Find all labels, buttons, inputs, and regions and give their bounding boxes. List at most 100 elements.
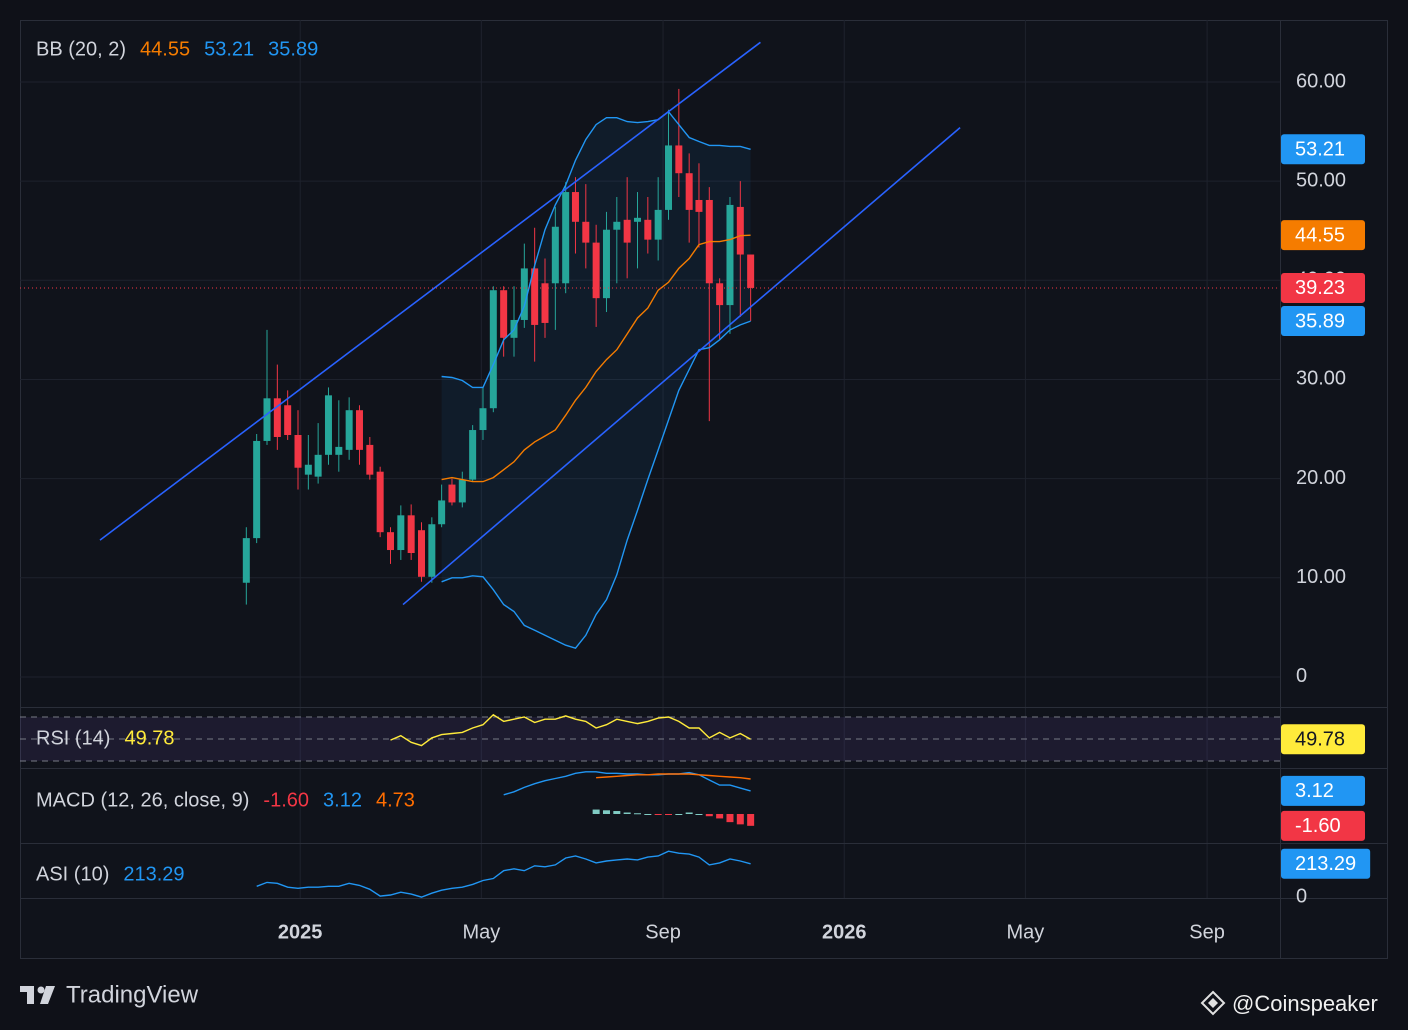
candle-body xyxy=(675,145,683,174)
indicator-line xyxy=(441,110,751,389)
price-badge xyxy=(1281,724,1365,755)
candle-body xyxy=(716,283,724,306)
candle-body xyxy=(458,479,466,503)
x-tick-label: May xyxy=(1006,921,1044,943)
x-tick-label: May xyxy=(462,921,500,943)
candle-body xyxy=(294,434,302,468)
histogram-bar xyxy=(592,809,600,814)
candle-body xyxy=(685,173,693,210)
candle-body xyxy=(644,219,652,240)
candle-body xyxy=(355,410,363,450)
candle-body xyxy=(602,229,610,299)
histogram-bar xyxy=(705,813,713,817)
y-tick-label: 60.00 xyxy=(1296,70,1346,92)
price-badge xyxy=(1281,306,1365,337)
candle-body xyxy=(562,192,570,284)
candle-body xyxy=(376,471,384,533)
trend-line xyxy=(402,126,961,606)
x-tick-label: 2025 xyxy=(278,921,323,943)
watermark: @Coinspeaker xyxy=(1200,990,1378,1016)
price-badge xyxy=(1281,848,1371,879)
brand: TradingView xyxy=(66,981,199,1008)
rsi-pane xyxy=(20,713,1280,762)
y-tick-label: 0 xyxy=(1296,885,1307,907)
price-badge-label: 49.78 xyxy=(1295,729,1345,751)
price-badge xyxy=(1281,272,1365,303)
indicator-title: MACD (12, 26, close, 9) xyxy=(36,789,249,811)
histogram-bar xyxy=(675,813,683,815)
indicator-line xyxy=(441,320,751,650)
logo-shape xyxy=(27,986,34,1004)
candle-body xyxy=(695,199,703,212)
candle-body xyxy=(438,500,446,525)
y-tick-label: 10.00 xyxy=(1296,566,1346,588)
candle-body xyxy=(531,268,539,325)
histogram-bar xyxy=(726,813,734,823)
candle-body xyxy=(397,515,405,551)
histogram-bar xyxy=(695,813,703,815)
x-tick-label: 2026 xyxy=(822,921,867,943)
indicator-value: 44.55 xyxy=(140,38,190,60)
logo-shape xyxy=(37,986,45,994)
candle-body xyxy=(623,219,631,243)
indicator-title: RSI (14) xyxy=(36,727,110,749)
indicator-line xyxy=(256,850,751,898)
candle-body xyxy=(541,283,549,323)
price-badge-label: 44.55 xyxy=(1295,224,1345,246)
y-tick-label: 30.00 xyxy=(1296,368,1346,390)
indicator-line xyxy=(441,234,751,483)
candle-body xyxy=(582,221,590,243)
price-badge-label: 213.29 xyxy=(1295,853,1356,875)
candle-body xyxy=(284,405,292,435)
macd-pane xyxy=(503,771,755,826)
candle-body xyxy=(571,192,579,222)
candle-body xyxy=(448,484,456,503)
candle-body xyxy=(747,254,755,288)
histogram-bar xyxy=(613,811,621,814)
candle-body xyxy=(469,430,477,480)
y-tick-label: 50.00 xyxy=(1296,169,1346,191)
candle-body xyxy=(273,398,281,437)
price-badge-label: 3.12 xyxy=(1295,780,1334,802)
histogram-bar xyxy=(736,813,744,825)
indicator-line xyxy=(390,713,751,747)
indicator-line xyxy=(596,773,751,780)
candle-body xyxy=(551,226,559,284)
candle-body xyxy=(479,408,487,431)
candle-body xyxy=(592,242,600,299)
band-fill xyxy=(441,111,751,649)
price-badge-label: -1.60 xyxy=(1295,815,1341,837)
candle-body xyxy=(613,221,621,230)
candle-body xyxy=(263,398,271,441)
x-tick-label: Sep xyxy=(645,921,681,943)
watermark-icon xyxy=(1200,990,1226,1016)
candle-body xyxy=(407,515,415,554)
candle-body xyxy=(500,290,508,338)
candle-body xyxy=(726,204,734,306)
histogram-bar xyxy=(654,813,662,815)
indicator-value: 49.78 xyxy=(124,727,174,749)
candle-body xyxy=(304,464,312,475)
logo-shape xyxy=(40,986,55,1004)
indicator-value: -1.60 xyxy=(263,789,309,811)
candle-body xyxy=(386,532,394,551)
indicator-value: 3.12 xyxy=(323,789,362,811)
price-badge xyxy=(1281,134,1365,165)
candle-body xyxy=(736,206,744,255)
price-badge-label: 53.21 xyxy=(1295,139,1345,161)
trend-line xyxy=(99,41,761,541)
indicator-value: 35.89 xyxy=(268,38,318,60)
x-tick-label: Sep xyxy=(1189,921,1225,943)
candle-body xyxy=(242,538,250,583)
histogram-bar xyxy=(644,813,652,815)
histogram-bar xyxy=(633,813,641,815)
candle-body xyxy=(253,440,261,539)
candle-body xyxy=(345,410,353,450)
candle-body xyxy=(520,268,528,320)
histogram-bar xyxy=(664,813,672,815)
candle-body xyxy=(489,290,497,409)
indicator-title: BB (20, 2) xyxy=(36,38,126,60)
y-tick-label: 0 xyxy=(1296,665,1307,687)
histogram-bar xyxy=(623,812,631,814)
asi-pane xyxy=(256,850,751,898)
